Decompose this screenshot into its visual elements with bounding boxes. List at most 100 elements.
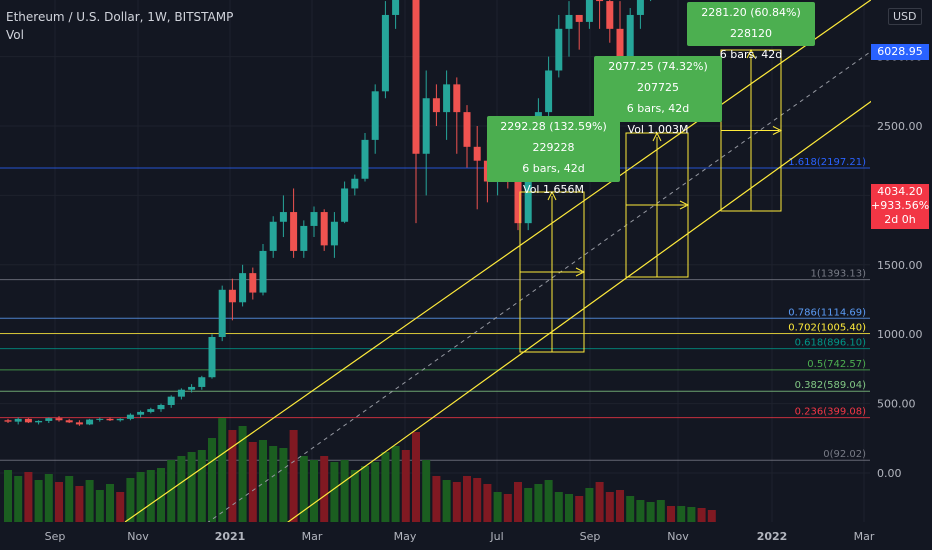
time-axis-bg — [0, 522, 932, 550]
arrow-head-right-icon — [772, 126, 783, 135]
volume-bar — [503, 494, 512, 522]
candle — [626, 14, 634, 57]
volume-bar — [14, 476, 23, 522]
volume-bar — [157, 468, 165, 522]
volume-bar — [269, 446, 278, 522]
candle — [310, 212, 318, 226]
measure-box-2[interactable]: 2077.25 (74.32%) 207725 6 bars, 42d Vol … — [594, 56, 722, 136]
volume-bar — [95, 490, 104, 522]
channel-upper-line — [124, 0, 872, 523]
volume-bar — [473, 478, 482, 522]
time-tick-label: Mar — [302, 530, 323, 543]
candle — [269, 221, 277, 251]
volume-indicator-label[interactable]: Vol — [6, 28, 24, 42]
measure-box-2-change: 2077.25 (74.32%) 207725 — [608, 60, 708, 94]
fib-label: 0.702(1005.40) — [788, 322, 866, 333]
measure-box-3-change: 2281.20 (60.84%) 228120 — [701, 6, 801, 40]
arrow-head-right-icon — [679, 200, 690, 210]
volume-bar — [463, 476, 471, 522]
candle — [106, 418, 114, 421]
candle — [116, 418, 124, 421]
measure-box-2-volume: Vol 1.003M — [627, 123, 689, 136]
volume-bar — [605, 492, 614, 522]
line-price-tag: 6028.95 — [871, 44, 929, 60]
candle — [157, 404, 165, 410]
volume-bar — [412, 432, 420, 522]
volume-bar — [34, 480, 43, 522]
time-tick-label: 2022 — [757, 530, 788, 543]
candle — [167, 396, 175, 405]
candle — [381, 14, 389, 92]
volume-bar — [381, 452, 390, 522]
volume-bar — [534, 484, 543, 522]
volume-bar — [320, 456, 329, 522]
price-tick-label: 2500.00 — [877, 120, 923, 133]
volume-bar — [340, 460, 349, 522]
time-tick-label: Mar — [854, 530, 875, 543]
candle — [463, 112, 471, 147]
volume-bar — [554, 492, 563, 522]
candle — [137, 411, 145, 415]
candle — [228, 289, 236, 303]
candle — [45, 418, 53, 421]
candle — [412, 0, 420, 154]
volume-bar — [697, 508, 706, 522]
volume-bar — [575, 496, 584, 522]
volume-bar — [177, 456, 186, 522]
volume-bar — [289, 430, 298, 522]
volume-bar — [636, 500, 645, 522]
volume-bar — [106, 484, 114, 522]
candle — [341, 188, 349, 222]
channel-median-line — [199, 44, 881, 529]
fib-label: 1.618(2197.21) — [788, 157, 866, 168]
candle — [249, 273, 257, 293]
candle — [35, 420, 43, 423]
volume-bar — [65, 476, 74, 522]
volume-bar — [401, 450, 410, 522]
candle — [126, 414, 134, 419]
volume-bar — [595, 482, 604, 522]
candle — [585, 0, 593, 22]
grid-lines — [0, 0, 870, 543]
candle — [75, 422, 83, 425]
volume-bar — [4, 470, 12, 522]
measure-box-1[interactable]: 2292.28 (132.59%) 229228 6 bars, 42d Vol… — [487, 116, 620, 196]
volume-bar — [167, 460, 176, 522]
volume-bar — [391, 446, 400, 522]
time-axis[interactable]: Sep Nov 2021 Mar May Jul Sep Nov 2022 Mar — [0, 522, 932, 550]
candle — [596, 0, 604, 2]
arrow-head-up-icon — [652, 131, 662, 142]
candle — [65, 420, 73, 423]
volume-bar — [483, 484, 492, 522]
volume-bars — [4, 418, 716, 522]
candle — [392, 0, 400, 15]
candle — [545, 70, 553, 113]
currency-selector[interactable]: USD — [888, 8, 922, 25]
volume-bar — [452, 482, 461, 522]
volume-bar — [259, 440, 267, 522]
volume-bar — [371, 462, 380, 522]
channel-drawings[interactable] — [124, 0, 885, 536]
volume-bar — [330, 462, 339, 522]
volume-bar — [687, 507, 696, 522]
volume-bar — [422, 460, 431, 522]
volume-bar — [361, 466, 369, 522]
arrow-head-right-icon — [575, 267, 586, 277]
candle — [361, 139, 369, 179]
percent-change: +933.56% — [871, 199, 930, 212]
measure-box-3[interactable]: 2281.20 (60.84%) 228120 6 bars, 42d — [687, 2, 815, 61]
candle — [575, 14, 583, 22]
current-price: 4034.20 — [877, 185, 923, 198]
candle — [218, 289, 226, 337]
measure-box-2-bars: 6 bars, 42d — [626, 102, 690, 115]
candle — [198, 377, 206, 387]
volume-bar — [197, 450, 206, 522]
volume-bar — [646, 502, 655, 522]
fib-label: 0.5(742.57) — [807, 359, 866, 370]
volume-bar — [677, 506, 686, 522]
fib-label: 1(1393.13) — [810, 269, 866, 280]
time-tick-label: May — [394, 530, 417, 543]
candle — [330, 221, 338, 246]
price-axis[interactable]: 3000.002500.002000.001500.001000.00500.0… — [871, 0, 932, 522]
